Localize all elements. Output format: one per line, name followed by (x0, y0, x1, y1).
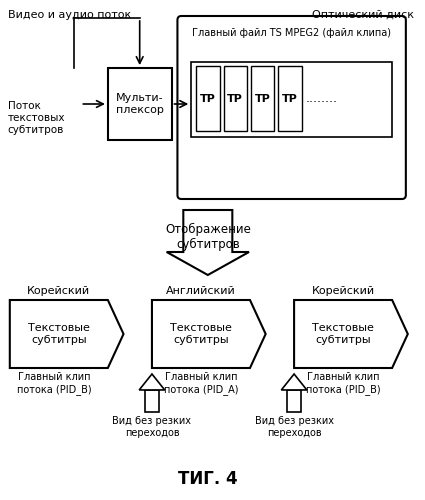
Polygon shape (10, 300, 124, 368)
Bar (287, 390, 301, 412)
Text: Видео и аудио поток: Видео и аудио поток (8, 10, 131, 20)
Text: Поток
текстовых
субтитров: Поток текстовых субтитров (8, 102, 65, 134)
Text: Отображение
субтитров: Отображение субтитров (165, 223, 251, 252)
Polygon shape (281, 374, 307, 390)
Text: Корейский: Корейский (312, 286, 375, 296)
Polygon shape (139, 374, 165, 390)
Text: Главный файл TS MPEG2 (файл клипа): Главный файл TS MPEG2 (файл клипа) (192, 28, 391, 38)
Text: ТР: ТР (255, 94, 271, 104)
Text: Оптический диск: Оптический диск (312, 10, 414, 20)
Bar (224, 66, 247, 131)
Text: Текстовые
субтитры: Текстовые субтитры (312, 323, 374, 345)
Polygon shape (167, 210, 249, 275)
Polygon shape (152, 300, 266, 368)
Polygon shape (294, 300, 408, 368)
Text: Корейский: Корейский (27, 286, 91, 296)
Bar (196, 66, 220, 131)
Text: Главный клип
потока (PID_B): Главный клип потока (PID_B) (17, 372, 91, 394)
Text: Вид без резких
переходов: Вид без резких переходов (255, 416, 334, 438)
FancyBboxPatch shape (177, 16, 406, 199)
Text: Текстовые
субтитры: Текстовые субтитры (170, 323, 232, 345)
Bar (108, 68, 172, 140)
Text: Вид без резких
переходов: Вид без резких переходов (113, 416, 191, 438)
Text: Текстовые
субтитры: Текстовые субтитры (28, 323, 90, 345)
Text: ........: ........ (306, 92, 338, 106)
Text: Английский: Английский (166, 286, 236, 296)
Text: ΤИГ. 4: ΤИГ. 4 (178, 470, 238, 488)
Text: ТР: ТР (200, 94, 216, 104)
Text: Главный клип
потока (PID_B): Главный клип потока (PID_B) (306, 372, 380, 394)
Text: ТР: ТР (282, 94, 298, 104)
Text: Мульти-
плексор: Мульти- плексор (116, 93, 164, 115)
FancyBboxPatch shape (191, 62, 392, 137)
Text: Главный клип
потока (PID_A): Главный клип потока (PID_A) (164, 372, 238, 394)
Bar (145, 390, 159, 412)
Bar (251, 66, 275, 131)
Bar (278, 66, 302, 131)
Text: ТР: ТР (227, 94, 243, 104)
